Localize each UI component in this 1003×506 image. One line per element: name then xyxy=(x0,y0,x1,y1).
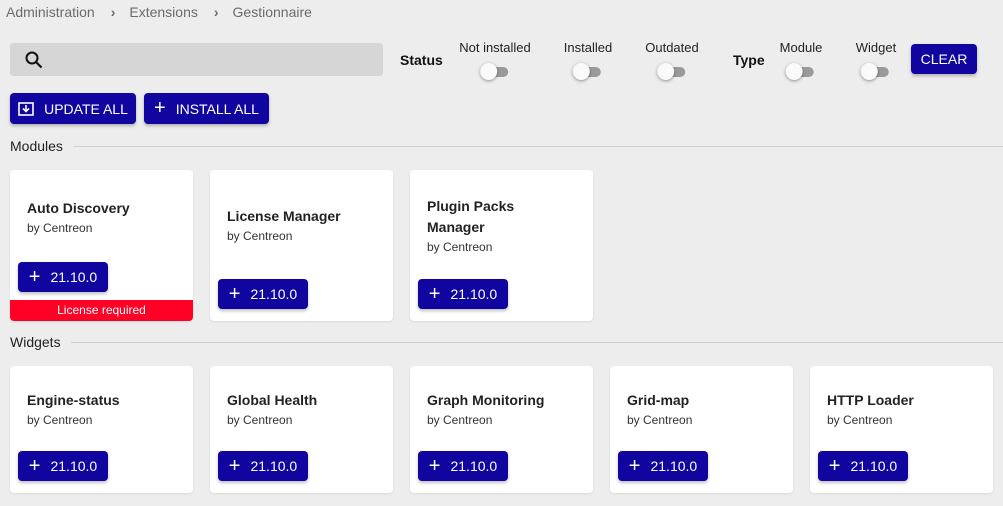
plus-icon: + xyxy=(428,282,441,305)
status-label: Status xyxy=(400,52,443,68)
extension-name: License Manager xyxy=(227,208,341,224)
plus-icon: + xyxy=(154,97,166,119)
version-label: 21.10.0 xyxy=(450,286,498,302)
widget-card[interactable]: Grid-map by Centreon +21.10.0 xyxy=(610,366,793,493)
filter-installed: Installed xyxy=(564,40,612,82)
toggle-widget[interactable] xyxy=(861,62,891,82)
install-button[interactable]: +21.10.0 xyxy=(818,451,908,481)
extension-author: by Centreon xyxy=(827,413,893,427)
widgets-section-header: Widgets xyxy=(10,334,1003,350)
version-label: 21.10.0 xyxy=(250,286,298,302)
clear-button[interactable]: CLEAR xyxy=(911,44,977,74)
widget-card[interactable]: Global Health by Centreon +21.10.0 xyxy=(210,366,393,493)
install-button[interactable]: +21.10.0 xyxy=(418,451,508,481)
license-required-badge: License required xyxy=(10,300,193,321)
plus-icon: + xyxy=(228,454,241,477)
plus-icon: + xyxy=(628,454,641,477)
update-icon xyxy=(18,101,34,116)
install-button[interactable]: +21.10.0 xyxy=(18,451,108,481)
install-all-label: INSTALL ALL xyxy=(175,100,259,117)
filter-widget: Widget xyxy=(856,40,896,82)
extension-name: Grid-map xyxy=(627,392,690,408)
filter-label: Widget xyxy=(855,40,897,55)
filter-label: Installed xyxy=(563,40,613,55)
module-card[interactable]: Auto Discovery by Centreon +21.10.0 Licens… xyxy=(10,170,193,321)
filter-not-installed: Not installed xyxy=(459,40,531,82)
plus-icon: + xyxy=(428,454,441,477)
version-label: 21.10.0 xyxy=(850,458,898,474)
filter-module: Module xyxy=(779,40,823,82)
widget-card[interactable]: Graph Monitoring by Centreon +21.10.0 xyxy=(410,366,593,493)
install-button[interactable]: +21.10.0 xyxy=(218,279,308,309)
version-label: 21.10.0 xyxy=(250,458,298,474)
extension-author: by Centreon xyxy=(27,413,93,427)
extension-author: by Centreon xyxy=(427,413,493,427)
filter-outdated: Outdated xyxy=(645,40,699,82)
install-all-button[interactable]: + INSTALL ALL xyxy=(144,93,269,124)
type-label: Type xyxy=(733,52,765,68)
extension-author: by Centreon xyxy=(227,229,293,243)
install-button[interactable]: +21.10.0 xyxy=(218,451,308,481)
modules-section-header: Modules xyxy=(10,138,1003,154)
update-all-label: UPDATE ALL xyxy=(44,100,128,117)
toggle-not-installed[interactable] xyxy=(479,62,510,82)
extension-author: by Centreon xyxy=(427,239,493,254)
breadcrumb: Administration › Extensions › Gestionnaire xyxy=(6,4,312,20)
install-button[interactable]: +21.10.0 xyxy=(18,262,108,292)
extension-name: Engine-status xyxy=(27,392,120,408)
filter-label: Not installed xyxy=(459,40,531,55)
extension-name: HTTP Loader xyxy=(827,392,914,408)
breadcrumb-administration[interactable]: Administration xyxy=(6,4,95,20)
modules-title: Modules xyxy=(10,138,63,154)
extension-author: by Centreon xyxy=(627,413,693,427)
filter-label: Module xyxy=(779,40,823,55)
extension-author: by Centreon xyxy=(227,413,293,427)
chevron-right-icon: › xyxy=(110,4,116,20)
update-all-button[interactable]: UPDATE ALL xyxy=(10,93,136,124)
module-card[interactable]: License Manager by Centreon +21.10.0 xyxy=(210,170,393,321)
version-label: 21.10.0 xyxy=(650,458,698,474)
plus-icon: + xyxy=(28,454,41,477)
filter-label: Outdated xyxy=(645,40,699,55)
breadcrumb-gestionnaire[interactable]: Gestionnaire xyxy=(232,4,312,20)
plus-icon: + xyxy=(28,265,41,288)
extension-name: Auto Discovery xyxy=(27,199,130,216)
breadcrumb-extensions[interactable]: Extensions xyxy=(129,4,198,20)
widgets-title: Widgets xyxy=(10,334,61,350)
extension-name: Graph Monitoring xyxy=(427,392,545,408)
widget-card[interactable]: Engine-status by Centreon +21.10.0 xyxy=(10,366,193,493)
plus-icon: + xyxy=(828,454,841,477)
search-icon xyxy=(25,51,43,69)
module-card[interactable]: Plugin Packs Manager by Centreon +21.10.0 xyxy=(410,170,593,321)
widget-card[interactable]: HTTP Loader by Centreon +21.10.0 xyxy=(810,366,993,493)
version-label: 21.10.0 xyxy=(50,269,98,285)
version-label: 21.10.0 xyxy=(50,458,98,474)
toggle-outdated[interactable] xyxy=(657,62,687,82)
toggle-installed[interactable] xyxy=(572,62,603,82)
plus-icon: + xyxy=(228,282,241,305)
extension-name: Plugin Packs Manager xyxy=(427,197,515,235)
install-button[interactable]: +21.10.0 xyxy=(418,279,508,309)
install-button[interactable]: +21.10.0 xyxy=(618,451,708,481)
extension-name: Global Health xyxy=(227,392,318,408)
version-label: 21.10.0 xyxy=(450,458,498,474)
chevron-right-icon: › xyxy=(213,4,219,20)
extension-author: by Centreon xyxy=(27,220,93,235)
search-input[interactable] xyxy=(10,43,383,76)
toggle-module[interactable] xyxy=(785,62,816,82)
